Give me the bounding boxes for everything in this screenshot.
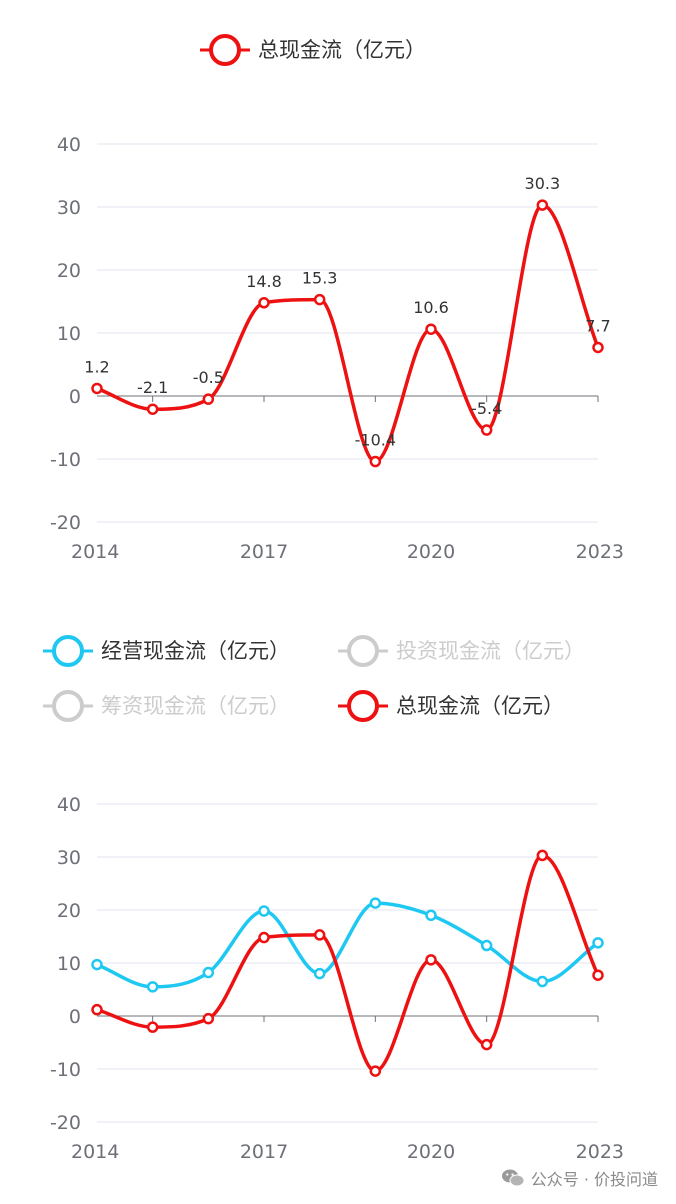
data-point [425,954,437,966]
x-tick-label: 2023 [576,541,624,563]
wechat-icon [501,1169,525,1187]
data-point [592,969,604,981]
data-point [369,455,382,468]
x-tick-label: 2017 [240,541,288,563]
data-point [369,1065,382,1077]
y-tick-label: 30 [57,197,81,219]
data-point [146,403,159,415]
data-label: 7.7 [585,316,610,335]
data-label: -5.4 [471,399,502,418]
data-point [313,293,326,306]
data-point [91,958,103,971]
data-point [91,382,103,395]
y-tick-label: -20 [50,512,81,534]
data-point [536,199,549,211]
y-tick-label: -20 [50,1112,81,1134]
x-tick-label: 2014 [71,541,119,563]
x-tick-label: 2017 [240,1141,288,1163]
legend-item: 投资现金流（亿元） [338,635,585,667]
data-label: 15.3 [302,269,338,288]
legend-label: 经营现金流（亿元） [101,639,290,663]
legend-marker-icon [209,34,241,66]
data-point [592,937,604,949]
chart-bottom: 经营现金流（亿元） 投资现金流（亿元） 筹资现金流（亿元） 总现金流（亿元） 40 30 2… [43,635,624,1163]
series-line [96,901,600,989]
data-label: -0.5 [193,368,224,387]
legend-marker-icon [347,690,379,722]
legend-marker-icon [52,635,84,667]
legend-label: 筹资现金流（亿元） [101,694,290,718]
data-point [592,341,604,354]
x-tick-label: 2023 [576,1141,624,1163]
data-point [480,1038,493,1051]
data-label: 14.8 [246,272,282,291]
data-point [536,849,549,862]
x-tick-label: 2020 [407,541,455,563]
legend-item: 总现金流（亿元） [338,690,564,722]
legend-item: 筹资现金流（亿元） [43,690,290,722]
y-tick-label: 40 [57,134,81,156]
data-point [202,393,215,405]
data-label: 30.3 [525,174,561,193]
data-point [369,897,382,909]
y-tick-label: 20 [57,900,81,922]
y-tick-label: 0 [69,386,81,408]
data-point [313,967,326,980]
y-tick-label: 40 [57,794,81,816]
legend-item: 经营现金流（亿元） [43,635,290,667]
legend-label: 总现金流（亿元） [258,38,426,62]
watermark: 公众号 · 价投问道 [501,1166,658,1190]
data-point [202,1012,215,1025]
data-label: 1.2 [84,357,109,376]
data-label: -2.1 [137,378,168,397]
data-point [258,905,270,917]
y-tick-label: 10 [57,323,81,345]
data-point [258,297,270,309]
data-point [536,975,549,988]
data-point [202,966,215,979]
data-point [91,1003,103,1016]
y-tick-label: 30 [57,847,81,869]
y-tick-label: 10 [57,953,81,975]
data-point [480,939,493,952]
y-tick-label: -10 [50,449,81,471]
data-label: -10.4 [355,431,396,450]
legend-marker-icon [52,690,84,722]
y-tick-label: -10 [50,1059,81,1081]
x-tick-label: 2020 [407,1141,455,1163]
data-point [313,929,326,941]
data-point [146,1021,159,1033]
legend-label: 总现金流（亿元） [396,694,564,718]
y-tick-label: 0 [69,1006,81,1028]
legend-label: 投资现金流（亿元） [396,639,585,663]
data-label: 10.6 [413,298,449,317]
legend-item: 总现金流（亿元） [200,34,426,66]
watermark-text: 公众号 · 价投问道 [530,1170,658,1189]
data-point [480,424,493,436]
legend-marker-icon [347,635,379,667]
data-point [146,981,159,993]
y-tick-label: 20 [57,260,81,282]
x-tick-label: 2014 [71,1141,119,1163]
data-point [425,909,437,922]
data-point [258,931,270,944]
chart-top: 总现金流（亿元） 40 30 20 10 0 -10 -20 2014 2017 2020 2023 1… [50,34,624,563]
data-point [425,323,437,335]
